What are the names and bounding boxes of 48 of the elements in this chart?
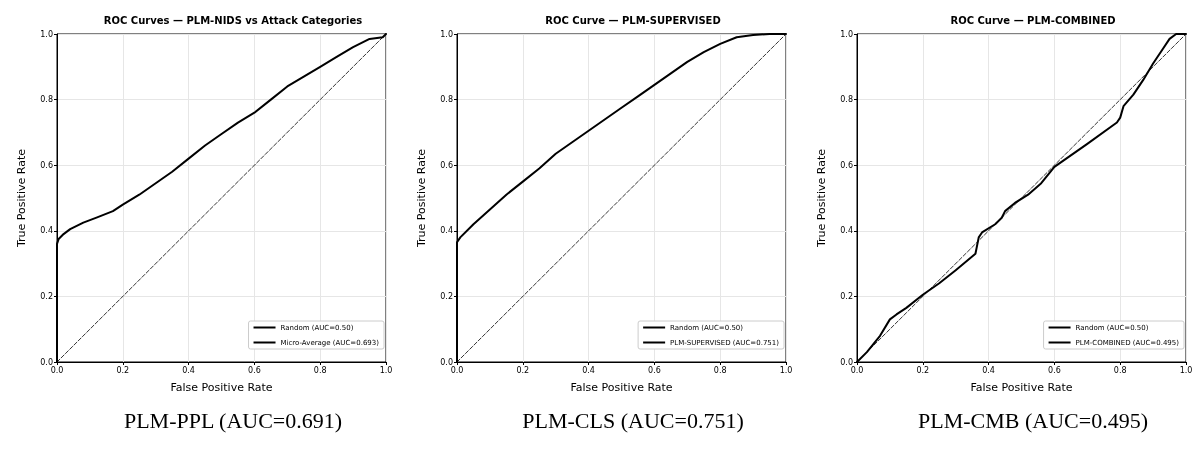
text: PLM-CMB (AUC=0.495) [918, 407, 1148, 433]
y-axis-title: True Positive Rate [415, 148, 428, 248]
chart-title: ROC Curve — PLM-SUPERVISED [545, 14, 721, 26]
y-tick-label: 0.0 [40, 357, 53, 367]
x-tick-label: 1.0 [379, 365, 393, 375]
y-axis-title: True Positive Rate [815, 148, 828, 248]
chart-title: ROC Curve — PLM-COMBINED [950, 14, 1116, 26]
y-tick-label: 0.6 [440, 160, 453, 170]
y-tick-label: 1.0 [440, 29, 453, 39]
x-tick-label: 0.2 [116, 365, 130, 375]
y-tick-label: 0.2 [40, 291, 53, 301]
x-axis-title: False Positive Rate [170, 381, 273, 394]
x-tick-label: 0.4 [582, 365, 595, 375]
x-tick-label: 0.6 [1048, 365, 1061, 375]
y-tick-label: 0.8 [840, 95, 853, 105]
x-axis-title: False Positive Rate [970, 381, 1073, 394]
y-tick-label: 0.8 [440, 95, 453, 105]
y-tick-label: 0.2 [840, 291, 853, 301]
text: PLM-CLS (AUC=0.751) [522, 407, 744, 433]
x-tick-label: 0.0 [850, 365, 864, 375]
y-tick-label: 0.0 [440, 357, 453, 367]
y-tick-label: 1.0 [840, 29, 853, 39]
y-tick-label: 0.8 [40, 95, 53, 105]
text: PLM-PPL (AUC=0.691) [123, 407, 343, 433]
y-tick-label: 0.4 [840, 226, 853, 236]
x-tick-label: 0.6 [248, 365, 261, 375]
y-tick-label: 0.6 [840, 160, 853, 170]
x-axis-title: False Positive Rate [570, 381, 673, 394]
x-tick-label: 1.0 [1179, 365, 1193, 375]
x-tick-label: 0.4 [982, 365, 995, 375]
x-tick-label: 0.6 [648, 365, 661, 375]
x-tick-label: 0.0 [450, 365, 464, 375]
x-tick-label: 0.2 [516, 365, 530, 375]
x-tick-label: 0.8 [1113, 365, 1127, 375]
chart-title: ROC Curves — PLM-NIDS vs Attack Categories [103, 14, 363, 26]
y-tick-label: 0.2 [440, 291, 453, 301]
y-axis-title: True Positive Rate [15, 148, 28, 248]
x-tick-label: 0.2 [916, 365, 930, 375]
x-tick-label: 1.0 [779, 365, 793, 375]
y-tick-label: 0.0 [840, 357, 853, 367]
y-tick-label: 1.0 [40, 29, 53, 39]
x-tick-label: 0.8 [313, 365, 327, 375]
x-tick-label: 0.8 [713, 365, 727, 375]
y-tick-label: 0.6 [40, 160, 53, 170]
y-tick-label: 0.4 [40, 226, 53, 236]
x-tick-label: 0.4 [182, 365, 195, 375]
y-tick-label: 0.4 [440, 226, 453, 236]
x-tick-label: 0.0 [50, 365, 64, 375]
